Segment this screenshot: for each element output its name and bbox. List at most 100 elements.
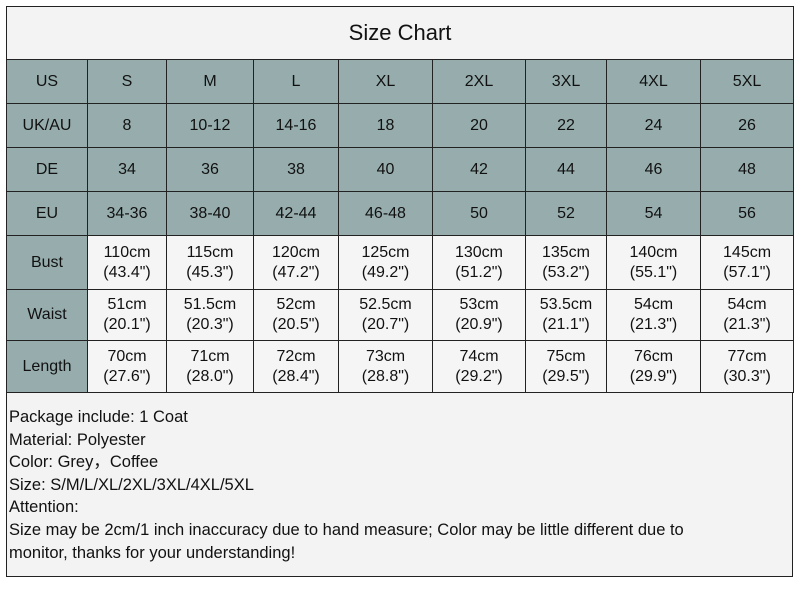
size-cell: 14-16 [253,103,339,148]
cm-value: 125cm [361,243,410,261]
measure-cell: 73cm (28.8") [338,340,433,393]
size-cell: 50 [432,191,526,236]
cm-value: 110cm [103,243,151,261]
inch-value: (57.1") [723,263,771,281]
inch-value: (20.1") [103,316,151,333]
size-cell: 46-48 [338,191,433,236]
row-label: EU [6,191,88,236]
note-line: Color: Grey，Coffee [9,453,159,472]
inch-value: (29.2") [455,367,503,385]
cm-value: 77cm [727,347,767,365]
size-cell: 52 [525,191,607,236]
size-cell: 34 [87,147,167,192]
measure-cell: 115cm (45.3") [166,235,254,290]
inch-value: (21.1") [542,316,590,333]
cm-value: 70cm [107,347,147,365]
inch-value: (43.4") [103,263,151,281]
inch-value: (21.3") [723,316,771,333]
measure-cell: 74cm (29.2") [432,340,526,393]
size-cell: 2XL [432,59,526,104]
cm-value: 53.5cm [539,296,593,313]
measure-cell: 120cm (47.2") [253,235,339,290]
measure-cell: 53.5cm (21.1") [525,289,607,341]
inch-value: (53.2") [542,263,590,281]
measure-cell: 51.5cm (20.3") [166,289,254,341]
measure-cell: 70cm (27.6") [87,340,167,393]
size-cell: 42 [432,147,526,192]
inch-value: (55.1") [629,263,678,281]
size-cell: 10-12 [166,103,254,148]
note-line: monitor, thanks for your understanding! [9,543,296,562]
measure-row: Length 70cm (27.6") 71cm (28.0") 72cm (28.4") 7… [6,340,795,393]
size-cell: S [87,59,167,104]
cm-value: 53cm [459,296,499,313]
size-cell: 8 [87,103,167,148]
size-cell: 38 [253,147,339,192]
note-line: Size may be 2cm/1 inch inaccuracy due to… [9,520,684,539]
measure-cell: 76cm (29.9") [606,340,701,393]
inch-value: (20.5") [272,316,320,333]
measure-cell: 54cm (21.3") [606,289,701,341]
cm-value: 74cm [459,347,499,365]
cm-value: 130cm [454,243,504,261]
size-cell: 22 [525,103,607,148]
size-row: DE 34 36 38 40 42 44 46 48 [6,147,795,192]
size-cell: 56 [699,191,795,236]
cm-value: 75cm [546,347,586,365]
size-cell: 44 [525,147,607,192]
inch-value: (45.3") [186,263,234,281]
inch-value: (51.2") [455,263,503,281]
note-line: Size: S/M/L/XL/2XL/3XL/4XL/5XL [9,475,254,494]
measure-cell: 125cm (49.2") [338,235,433,290]
size-cell: 26 [699,103,795,148]
measure-cell: 51cm (20.1") [87,289,167,341]
size-cell: 40 [338,147,433,192]
inch-value: (20.9") [455,316,503,333]
cm-value: 51cm [107,296,147,313]
inch-value: (49.2") [361,263,410,281]
cm-value: 72cm [276,347,316,365]
product-notes: Package include: 1 Coat Material: Polyest… [6,393,793,577]
size-cell: 18 [338,103,433,148]
cm-value: 54cm [633,296,674,313]
size-cell: 38-40 [166,191,254,236]
cm-value: 71cm [190,347,230,365]
inch-value: (30.3") [723,367,771,385]
size-cell: 5XL [699,59,795,104]
measure-cell: 71cm (28.0") [166,340,254,393]
measure-cell: 75cm (29.5") [525,340,607,393]
size-cell: 34-36 [87,191,167,236]
cm-value: 51.5cm [183,296,237,313]
measure-cell: 52.5cm (20.7") [338,289,433,341]
note-line: Material: Polyester [9,430,146,449]
cm-value: 52.5cm [359,296,412,313]
size-cell: 42-44 [253,191,339,236]
measure-cell: 53cm (20.9") [432,289,526,341]
size-cell: 3XL [525,59,607,104]
measure-cell: 130cm (51.2") [432,235,526,290]
size-row: UK/AU 8 10-12 14-16 18 20 22 24 26 [6,103,795,148]
size-cell: 54 [606,191,701,236]
size-cell: 4XL [606,59,701,104]
row-label: Bust [6,235,88,290]
inch-value: (29.9") [629,367,678,385]
size-cell: 48 [699,147,795,192]
cm-value: 135cm [541,243,591,261]
cm-value: 145cm [723,243,772,261]
cm-value: 52cm [276,296,316,313]
size-row: EU 34-36 38-40 42-44 46-48 50 52 54 56 [6,191,795,236]
size-cell: L [253,59,339,104]
note-line: Package include: 1 Coat [9,408,188,426]
row-label: DE [6,147,88,192]
measure-row: Bust 110cm (43.4") 115cm (45.3") 120cm (47.2")… [6,235,795,290]
inch-value: (28.4") [272,367,320,385]
measure-cell: 140cm (55.1") [606,235,701,290]
cm-value: 120cm [271,243,321,261]
cm-value: 76cm [633,347,674,365]
row-label: US [6,59,88,104]
row-label: Length [6,340,88,393]
chart-title: Size Chart [5,6,795,60]
size-row: US S M L XL 2XL 3XL 4XL 5XL [6,59,795,104]
cm-value: 73cm [365,347,406,365]
size-cell: 20 [432,103,526,148]
